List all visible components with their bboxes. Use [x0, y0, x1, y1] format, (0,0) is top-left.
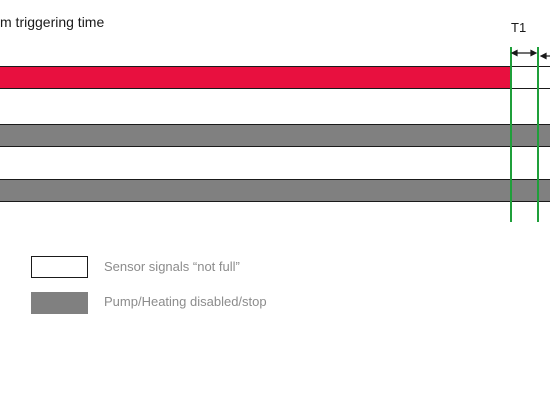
legend-swatch-sensor: [31, 256, 88, 278]
legend-swatch-disabled: [31, 292, 88, 314]
legend-label-sensor: Sensor signals “not full”: [104, 259, 240, 274]
marker-line-end: [537, 47, 539, 222]
t1-arrow-right-head: [530, 49, 538, 57]
disabled-bar-2: [0, 179, 550, 202]
t2-arrow-left-head: [539, 52, 547, 60]
diagram-title: m triggering time: [0, 14, 105, 30]
legend-label-disabled: Pump/Heating disabled/stop: [104, 294, 267, 309]
marker-line-start: [510, 47, 512, 222]
t1-arrow-left-head: [510, 49, 518, 57]
interval-label-t1: T1: [511, 20, 527, 35]
disabled-bar-1: [0, 124, 550, 147]
